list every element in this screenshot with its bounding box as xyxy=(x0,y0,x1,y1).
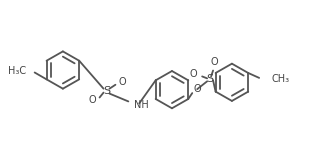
Text: O: O xyxy=(189,69,197,79)
Text: S: S xyxy=(207,74,214,84)
Text: S: S xyxy=(103,86,110,96)
Text: CH₃: CH₃ xyxy=(271,74,289,84)
Text: O: O xyxy=(119,77,126,87)
Text: O: O xyxy=(210,57,218,67)
Text: H₃C: H₃C xyxy=(8,66,26,76)
Text: NH: NH xyxy=(134,100,149,110)
Text: O: O xyxy=(89,95,96,105)
Text: O: O xyxy=(193,84,201,94)
